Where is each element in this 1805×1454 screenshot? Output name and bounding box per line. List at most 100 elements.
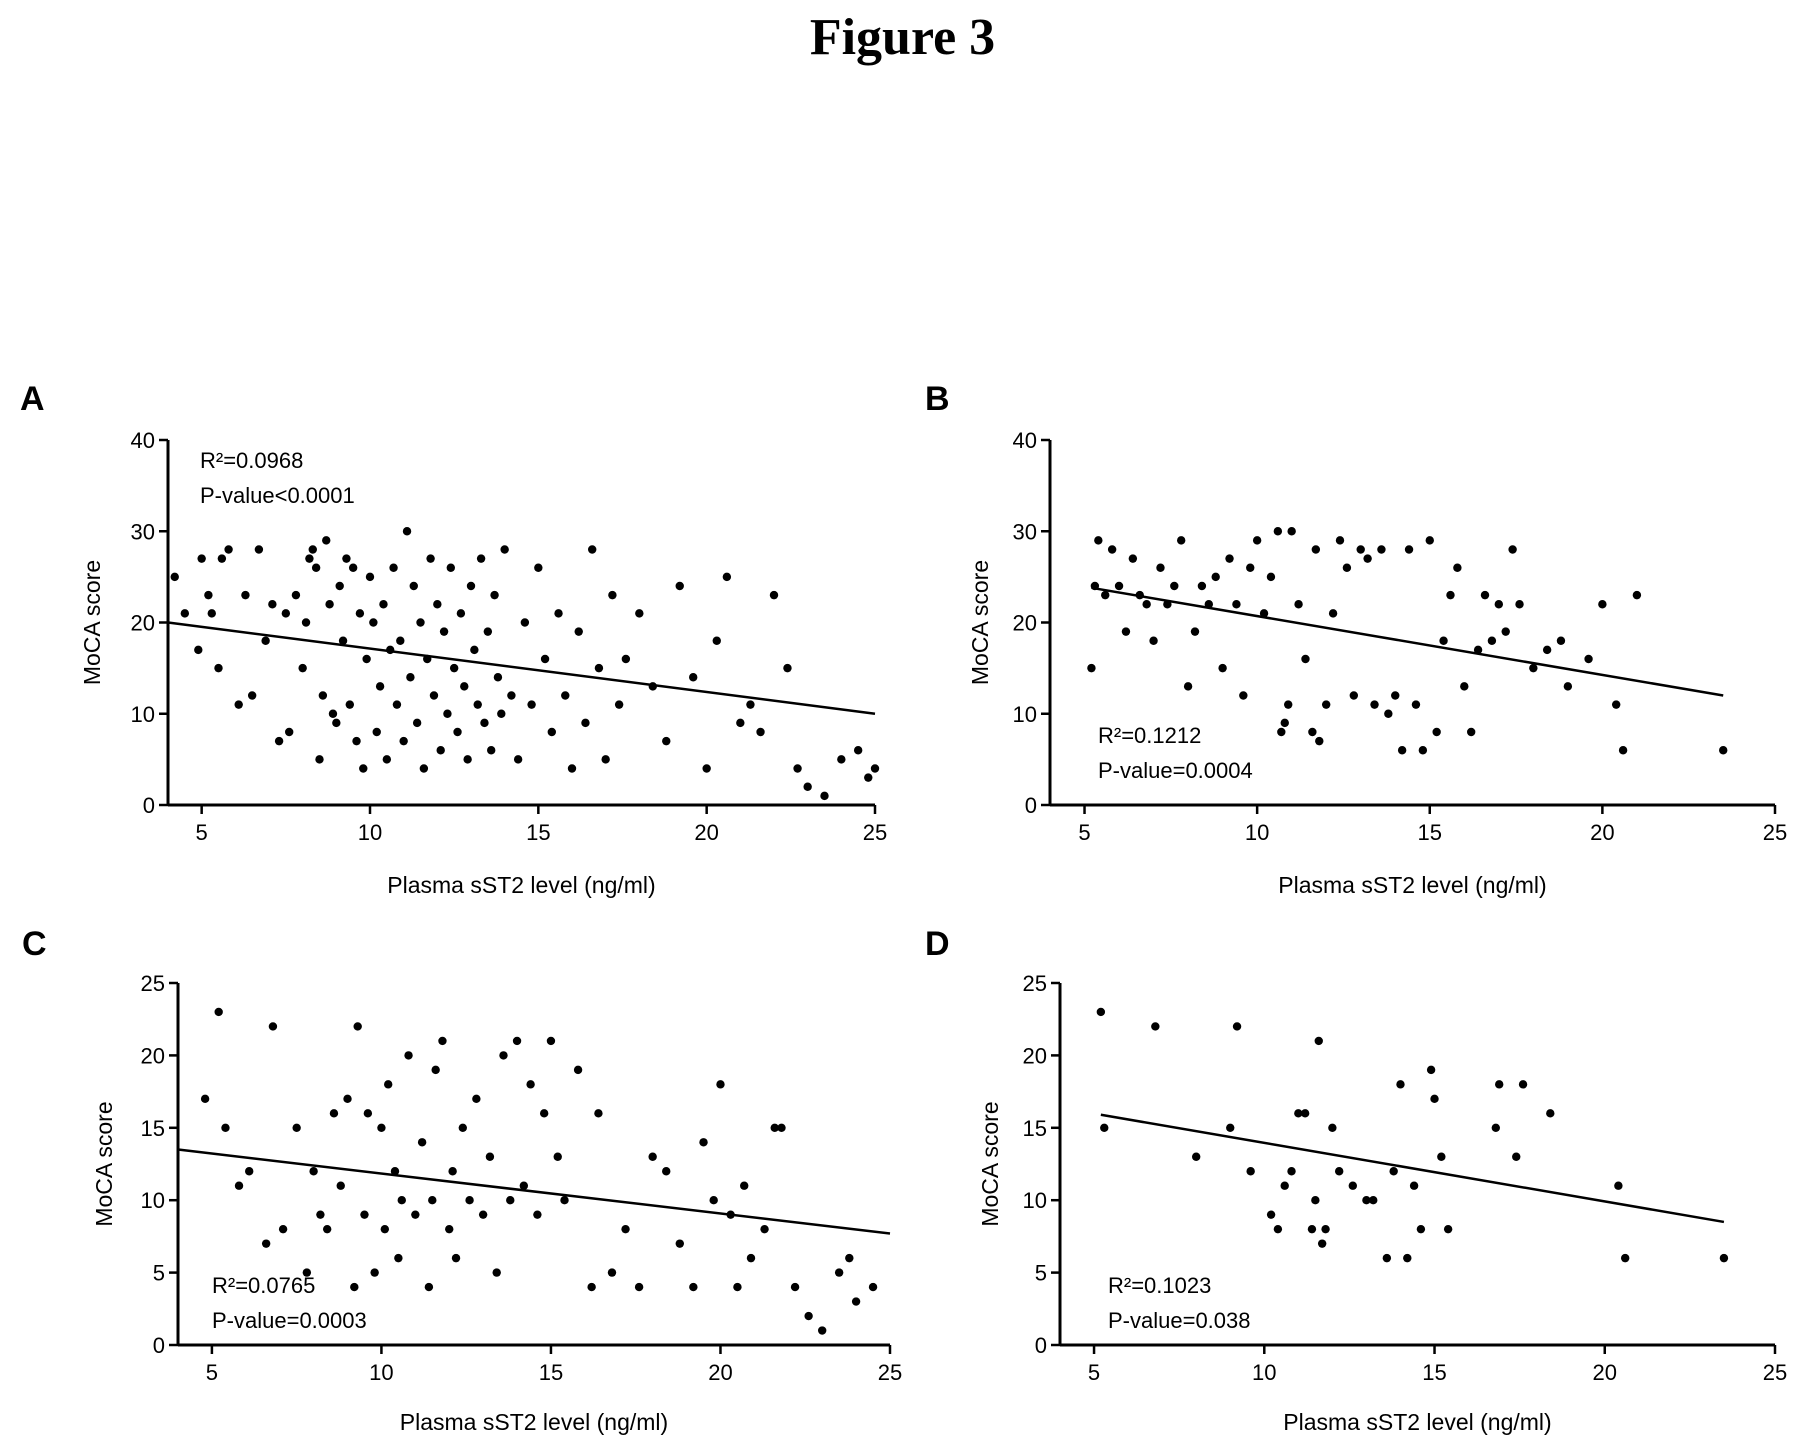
data-point [512,1036,522,1046]
data-point [493,673,503,682]
y-tick-label: 40 [131,428,155,453]
data-point [396,636,405,645]
panel-letter: D [925,925,950,963]
data-point [456,609,466,618]
data-point [234,700,243,709]
data-point [365,572,375,582]
data-point [1515,600,1524,609]
x-tick-label: 25 [878,1360,902,1385]
data-point [1277,727,1286,737]
data-point [574,627,583,636]
data-point [478,1210,488,1219]
data-point [1411,700,1421,709]
regression-line [1100,1113,1725,1224]
data-point [428,1196,437,1205]
data-point [451,1253,461,1263]
data-point [1142,600,1151,609]
data-point [527,700,536,709]
data-point [1300,1109,1310,1118]
figure-title: Figure 3 [809,9,996,66]
data-point [1284,700,1293,709]
data-point [1446,590,1455,600]
data-point [769,590,779,600]
data-point [377,1123,386,1133]
data-point [342,554,351,563]
data-point [1308,727,1317,737]
data-point [345,700,354,709]
data-point [446,563,455,572]
data-point [350,1282,359,1292]
r-squared-label: R²=0.0968 [200,448,303,473]
data-point [392,700,402,709]
data-point [513,755,523,764]
data-point [438,1036,447,1046]
x-tick-label: 10 [1245,820,1269,845]
data-point [851,1297,861,1306]
data-point [648,1152,657,1161]
data-point [1416,1224,1426,1234]
data-point [1090,581,1100,591]
x-tick-label: 15 [539,1360,563,1385]
data-point [733,1282,742,1292]
data-point [770,1123,779,1133]
data-point [1317,1239,1327,1248]
x-tick-label: 5 [1078,820,1090,845]
y-tick-label: 5 [153,1261,165,1286]
x-tick-label: 15 [1422,1360,1446,1385]
data-point [338,636,348,645]
data-point [1287,527,1296,536]
data-point [540,654,550,664]
x-tick-label: 25 [1763,1360,1787,1385]
data-point [194,645,203,655]
data-point [465,1196,474,1205]
data-point [1495,1080,1504,1089]
data-point [1584,654,1593,664]
data-point [328,709,338,718]
data-point [274,736,284,746]
data-point [709,1196,718,1205]
data-point [261,1239,271,1248]
data-point [853,746,863,755]
data-point [1121,627,1131,636]
data-point [790,1282,800,1292]
data-point [485,1152,495,1161]
data-point [1191,1152,1201,1161]
data-point [1096,1007,1106,1017]
data-point [1546,1109,1555,1118]
y-axis-label: MoCA score [977,1101,1003,1226]
data-point [621,654,631,664]
data-point [436,746,445,755]
data-point [1611,700,1621,709]
panel-letter: A [20,380,45,418]
data-point [746,700,755,709]
x-tick-label: 5 [1088,1360,1100,1385]
y-tick-label: 10 [1013,702,1037,727]
data-point [487,746,496,755]
data-point [406,673,415,682]
data-point [460,682,469,691]
data-point [370,1268,379,1277]
data-point [1311,1196,1320,1205]
data-point [740,1181,749,1190]
data-point [837,755,846,764]
data-point [1151,1022,1160,1031]
data-point [726,1210,735,1219]
data-point [1529,663,1538,673]
data-point [1382,1253,1392,1263]
data-point [476,554,486,563]
data-point [1107,545,1117,554]
data-point [662,736,671,746]
data-point [329,1109,339,1118]
data-point [417,1138,427,1147]
data-point [1618,746,1628,755]
data-point [1377,545,1386,554]
data-point [1501,627,1510,636]
data-point [318,691,328,700]
data-point [397,1196,406,1205]
data-point [389,563,398,572]
r-squared-label: R²=0.1023 [1108,1273,1211,1298]
data-point [607,1268,617,1277]
data-point [1334,1167,1344,1176]
data-point [170,572,179,582]
data-point [507,691,516,700]
